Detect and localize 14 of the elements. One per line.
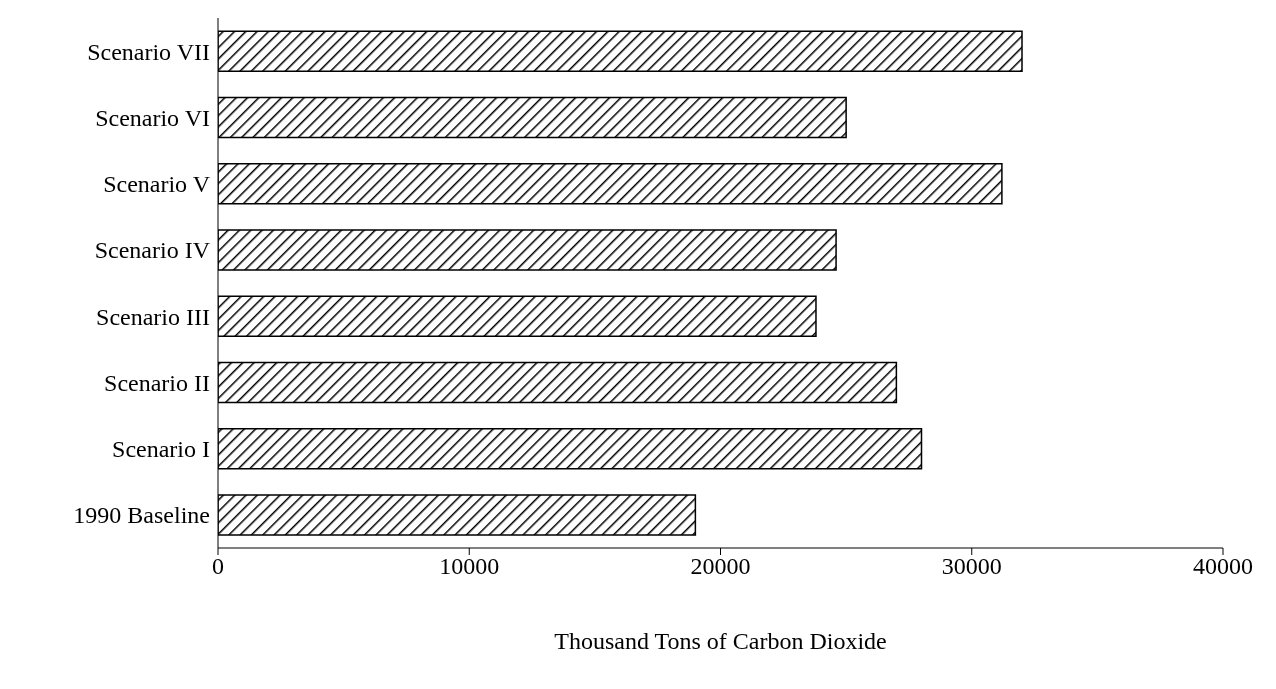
x-axis-title: Thousand Tons of Carbon Dioxide xyxy=(553,628,888,655)
x-tick-label: 30000 xyxy=(941,553,1002,580)
x-tick-label: 40000 xyxy=(1193,553,1253,580)
x-tick-label: 10000 xyxy=(439,553,500,580)
y-tick-label: Scenario III xyxy=(96,303,210,330)
y-tick-label: Scenario VII xyxy=(87,38,210,65)
y-tick-label: 1990 Baseline xyxy=(73,502,210,529)
x-tick-label: 0 xyxy=(212,553,224,580)
y-tick-label: Scenario I xyxy=(112,436,210,463)
x-tick-label: 20000 xyxy=(690,553,751,580)
y-tick-label: Scenario IV xyxy=(94,237,211,264)
y-tick-label: Scenario V xyxy=(103,171,211,198)
y-tick-label: Scenario VI xyxy=(95,104,210,131)
y-tick-label: Scenario II xyxy=(104,369,210,396)
